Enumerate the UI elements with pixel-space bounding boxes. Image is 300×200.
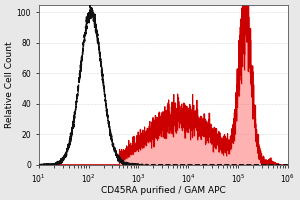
Y-axis label: Relative Cell Count: Relative Cell Count: [5, 41, 14, 128]
X-axis label: CD45RA purified / GAM APC: CD45RA purified / GAM APC: [101, 186, 226, 195]
